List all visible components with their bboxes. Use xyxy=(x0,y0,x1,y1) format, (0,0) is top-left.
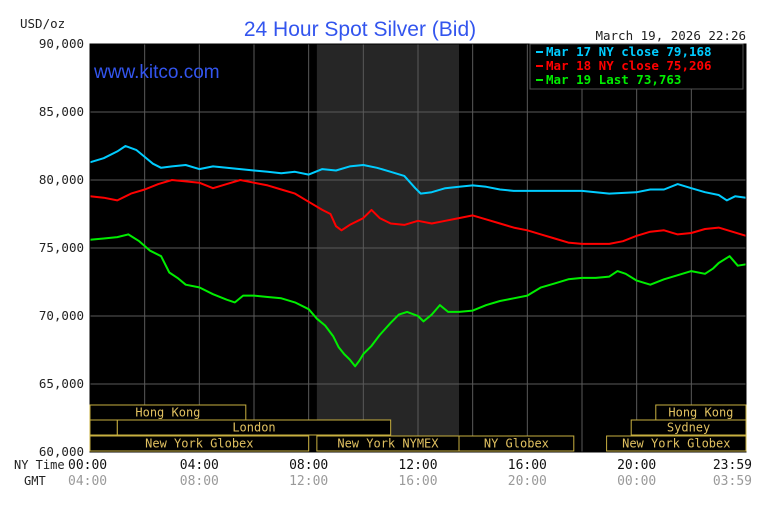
x-tick-label-gmt: 12:00 xyxy=(289,474,328,489)
watermark: www.kitco.com xyxy=(93,62,220,83)
legend-label: Mar 19 Last 73,763 xyxy=(546,72,681,87)
legend-label: Mar 18 NY close 75,206 xyxy=(546,58,712,73)
y-tick-label: 85,000 xyxy=(39,104,84,119)
session-label: Sydney xyxy=(667,421,710,435)
y-tick-label: 60,000 xyxy=(39,444,84,459)
session-label: New York Globex xyxy=(145,437,253,451)
session-bar xyxy=(458,435,575,452)
unit-label: USD/oz xyxy=(20,16,65,31)
series-line-1 xyxy=(89,145,747,202)
y-tick-label: 75,000 xyxy=(39,240,84,255)
row-label-gmt: GMT xyxy=(24,474,46,488)
session-bar xyxy=(630,419,747,436)
x-tick-label-ny: 12:00 xyxy=(398,458,437,473)
series-line-3 xyxy=(89,233,747,368)
session-label: New York NYMEX xyxy=(337,437,439,451)
legend-label: Mar 17 NY close 79,168 xyxy=(546,44,712,59)
y-tick-label: 65,000 xyxy=(39,376,84,391)
session-label: London xyxy=(232,421,275,435)
legend-box xyxy=(529,43,744,90)
x-tick-label-gmt: 16:00 xyxy=(398,474,437,489)
timestamp: March 19, 2026 22:26 xyxy=(595,28,746,43)
session-label: NY Globex xyxy=(484,437,549,451)
x-tick-label-gmt: 20:00 xyxy=(508,474,547,489)
x-tick-label-gmt: 00:00 xyxy=(617,474,656,489)
session-bar xyxy=(89,419,118,436)
session-bar xyxy=(116,419,392,436)
x-tick-label-ny: 23:59 xyxy=(713,458,752,473)
x-tick-label-gmt: 03:59 xyxy=(713,474,752,489)
x-tick-label-ny: 20:00 xyxy=(617,458,656,473)
plot-border xyxy=(89,43,747,453)
row-label-ny: NY Time xyxy=(14,458,65,472)
x-tick-label-gmt: 04:00 xyxy=(68,474,107,489)
series-line-2 xyxy=(89,179,747,245)
x-tick-label-ny: 16:00 xyxy=(508,458,547,473)
x-tick-label-ny: 00:00 xyxy=(68,458,107,473)
y-tick-label: 70,000 xyxy=(39,308,84,323)
x-tick-label-ny: 04:00 xyxy=(180,458,219,473)
y-tick-label: 90,000 xyxy=(39,36,84,51)
session-bar xyxy=(89,435,310,452)
session-bar xyxy=(606,435,747,452)
y-tick-label: 80,000 xyxy=(39,172,84,187)
session-label: Hong Kong xyxy=(135,406,200,420)
x-tick-label-ny: 08:00 xyxy=(289,458,328,473)
grid-lines xyxy=(90,44,746,452)
session-label: Hong Kong xyxy=(668,406,733,420)
session-label: New York Globex xyxy=(622,437,730,451)
x-tick-label-gmt: 08:00 xyxy=(180,474,219,489)
chart-title: 24 Hour Spot Silver (Bid) xyxy=(244,18,476,41)
